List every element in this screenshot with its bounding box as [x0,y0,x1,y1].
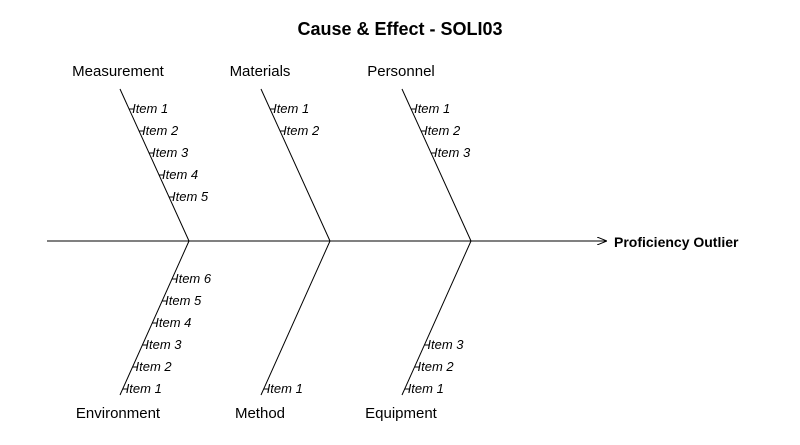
cause-item-equipment: Item 1 [408,381,444,396]
cause-item-environment: Item 1 [126,381,162,396]
cause-item-materials: Item 1 [273,101,309,116]
cause-item-materials: Item 2 [283,123,320,138]
category-label-method: Method [235,405,285,422]
category-label-equipment: Equipment [365,405,438,422]
cause-item-environment: Item 4 [155,315,191,330]
cause-item-measurement: Item 5 [172,189,209,204]
cause-item-personnel: Item 2 [424,123,461,138]
bone-environment [119,240,190,396]
category-label-environment: Environment [76,405,161,422]
bone-measurement [119,88,190,242]
cause-item-environment: Item 5 [165,293,202,308]
category-label-materials: Materials [230,63,291,80]
bones-group: Measurement Item 1 Item 2 Item 3 Item 4 Item … [72,63,472,422]
bone-materials [260,88,331,242]
category-label-personnel: Personnel [367,63,435,80]
cause-item-equipment: Item 2 [418,359,455,374]
cause-item-environment: Item 2 [136,359,173,374]
cause-item-equipment: Item 3 [427,337,464,352]
diagram-title: Cause & Effect - SOLI03 [297,19,502,39]
cause-item-environment: Item 3 [145,337,182,352]
cause-item-environment: Item 6 [175,271,212,286]
cause-item-measurement: Item 3 [152,145,189,160]
bone-equipment [401,240,472,396]
cause-item-personnel: Item 3 [434,145,471,160]
bone-personnel [401,88,472,242]
cause-item-measurement: Item 4 [162,167,198,182]
cause-item-personnel: Item 1 [414,101,450,116]
cause-item-method: Item 1 [267,381,303,396]
bone-method [260,240,331,396]
cause-item-measurement: Item 1 [132,101,168,116]
cause-item-measurement: Item 2 [142,123,179,138]
effect-label: Proficiency Outlier [614,234,739,250]
category-label-measurement: Measurement [72,63,165,80]
